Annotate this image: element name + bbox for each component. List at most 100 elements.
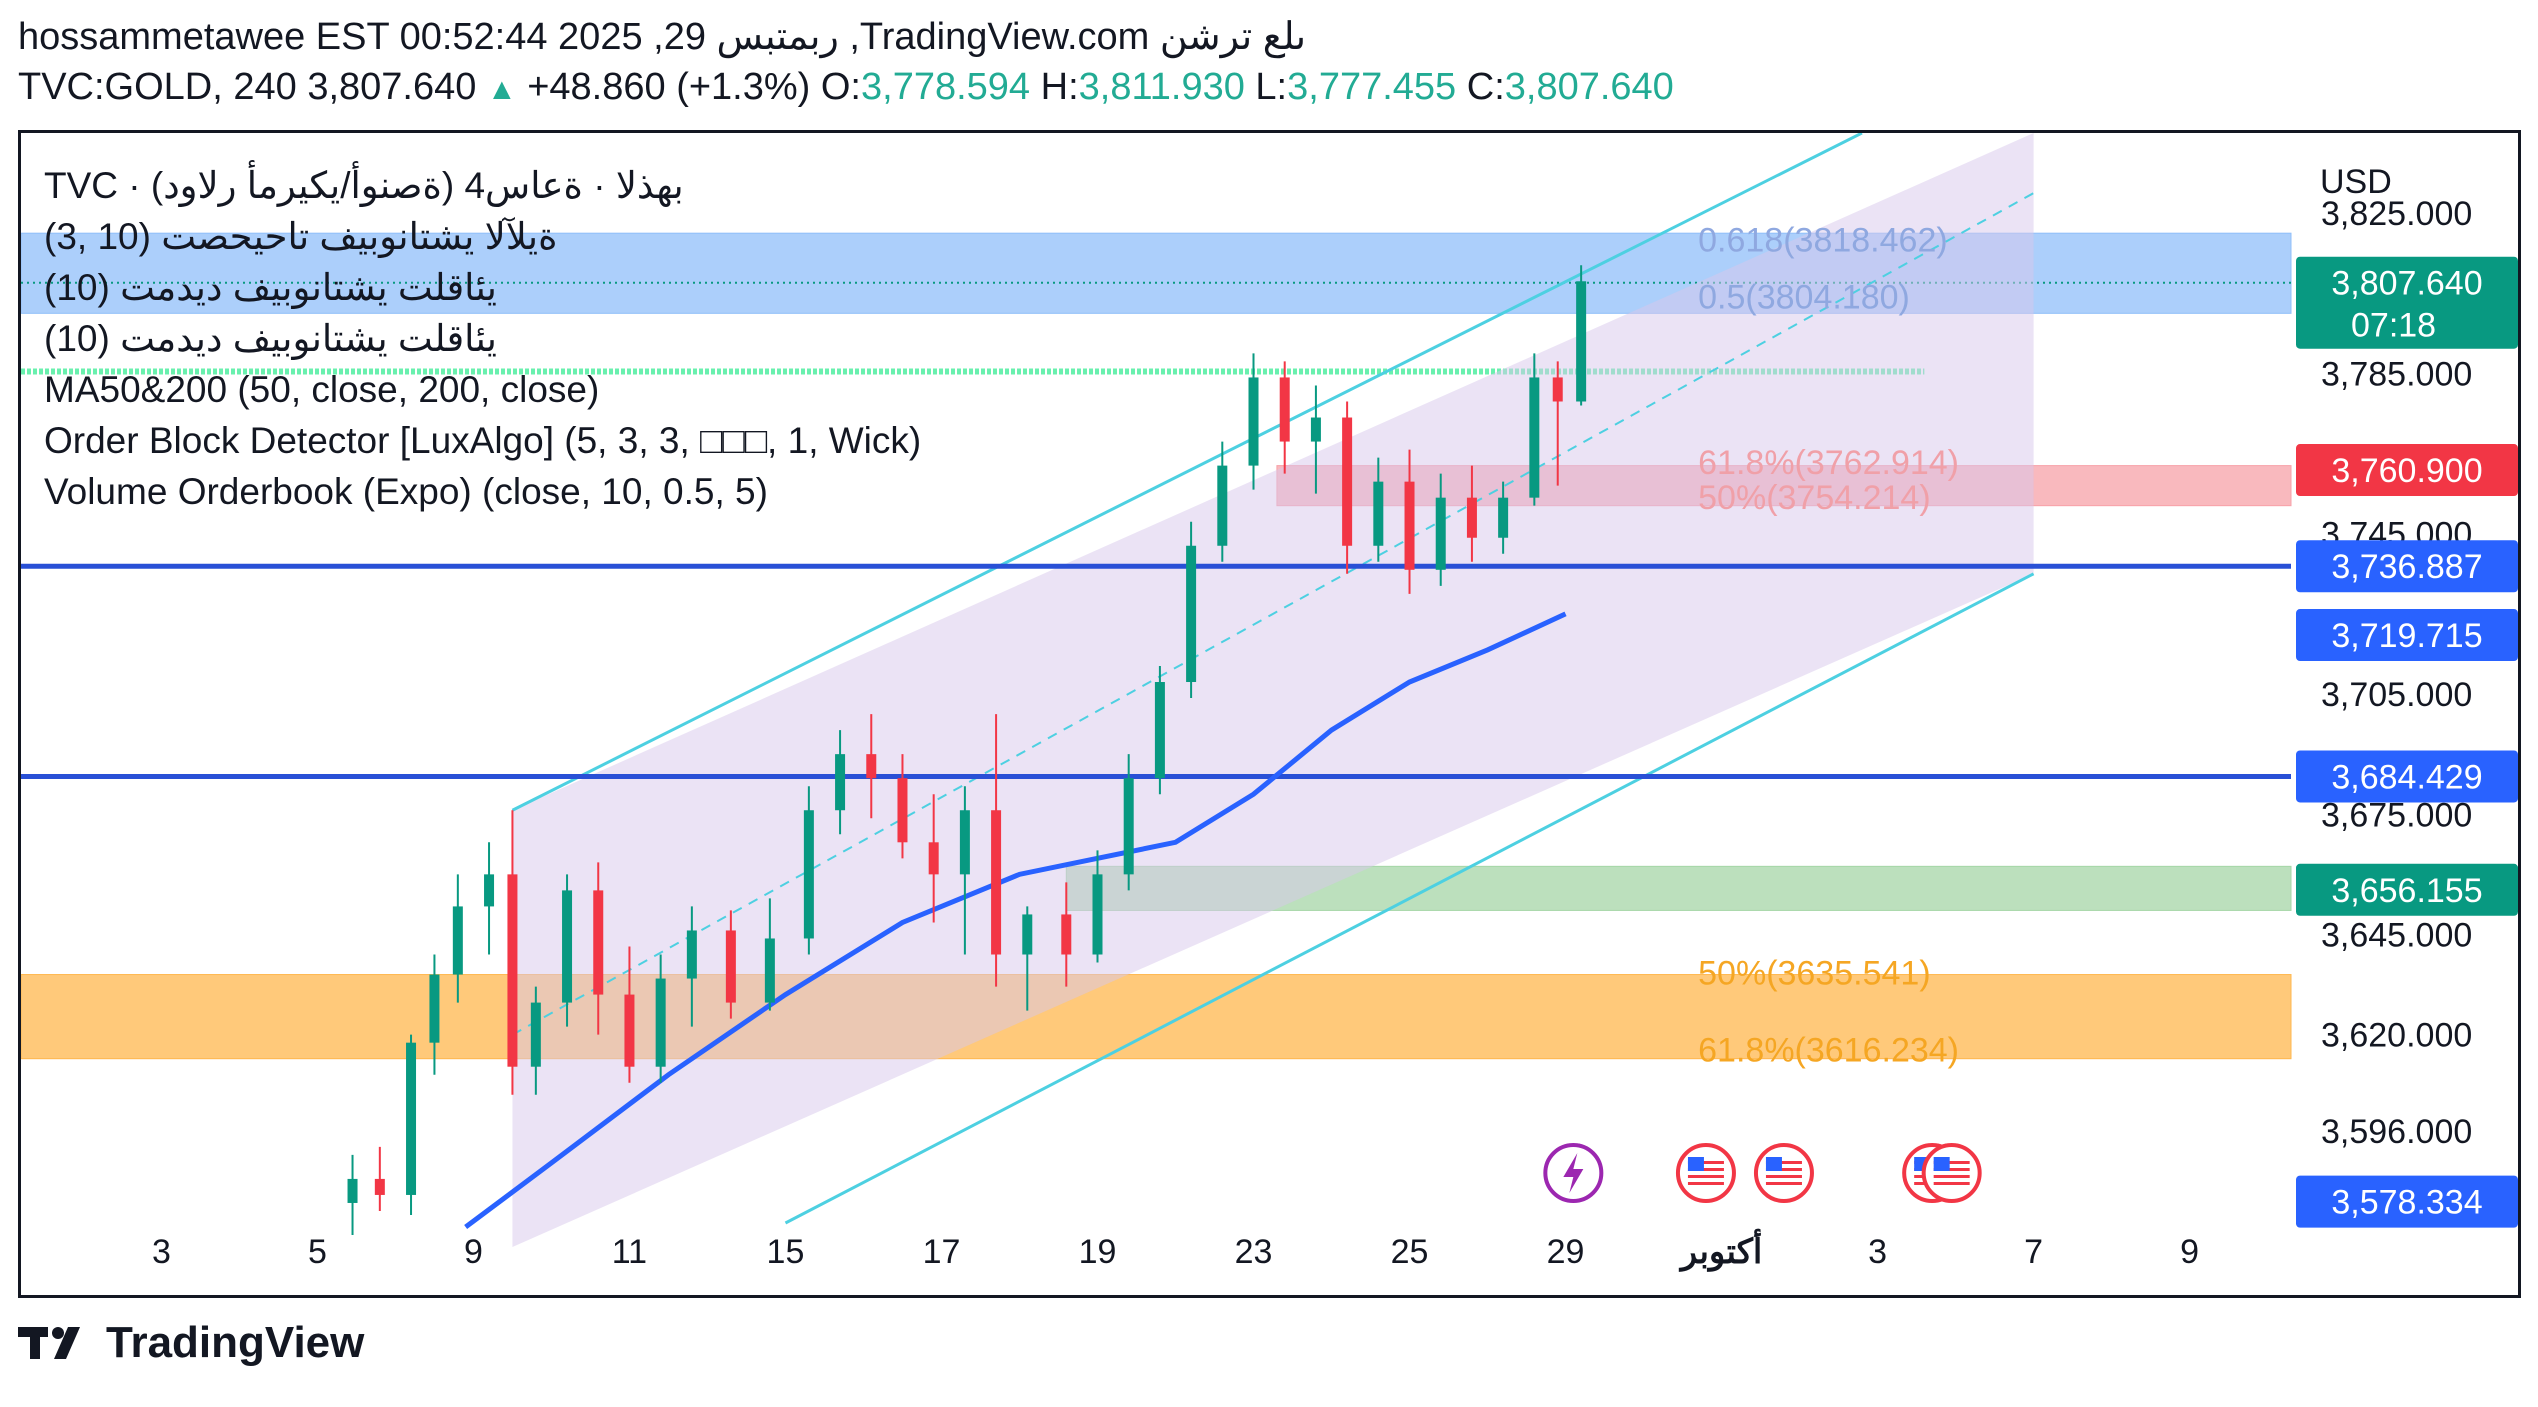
us-flag-event-icon [1921, 1143, 1982, 1203]
candle-body [866, 754, 877, 779]
low-value: 3,777.455 [1287, 66, 1457, 108]
x-tick-label: 7 [2024, 1233, 2043, 1271]
price-label-box [2296, 750, 2518, 803]
candle-body [897, 778, 908, 843]
candle-body [1248, 377, 1259, 466]
high-value: 3,811.930 [1078, 66, 1245, 108]
candle-body [593, 890, 604, 995]
x-tick-label: 19 [1079, 1233, 1117, 1271]
candle-body [507, 874, 518, 1067]
flag-stripe [1687, 1182, 1724, 1185]
price-label-box [2296, 256, 2518, 349]
candle-body [406, 1042, 417, 1195]
legend-row-symbol[interactable]: TVC · (ةصنوأ/يكيرمأ رلاود) بهذلا · ةعاس4 [44, 165, 684, 206]
candle-body [1529, 377, 1540, 498]
x-tick-label: 25 [1391, 1233, 1429, 1271]
flag-stripe [1933, 1175, 1970, 1178]
y-tick-label: 3,825.000 [2321, 195, 2472, 233]
legend-row-auto-fib-extension-2[interactable]: (10) يئاقلت يشتانوبيف ديدمت [44, 318, 497, 359]
symbol[interactable]: TVC:GOLD, 240 [18, 66, 297, 108]
legend-row-order-block[interactable]: Order Block Detector [LuxAlgo] (5, 3, 3,… [44, 420, 922, 461]
fib-label: 0.618(3818.462) [1698, 221, 1948, 259]
close-value: 3,807.640 [1504, 66, 1674, 108]
y-tick-label: 3,785.000 [2321, 355, 2472, 393]
change: +48.860 (+1.3%) [527, 66, 811, 108]
x-tick-label: أكتوبر [1679, 1229, 1763, 1272]
price-label-box [2296, 1175, 2518, 1228]
flag-canton [1687, 1157, 1704, 1171]
tradingview-logo: TradingView [18, 1318, 364, 1368]
x-tick-label: 15 [767, 1233, 805, 1271]
symbol-ohlc: TVC:GOLD, 240 3,807.640 ▲ +48.860 (+1.3%… [18, 66, 1674, 109]
candle-body [374, 1178, 385, 1195]
price-label-text: 3,760.900 [2331, 452, 2482, 490]
candle-body [1217, 465, 1228, 546]
x-tick-label: 5 [308, 1233, 327, 1271]
candle-body [452, 906, 463, 975]
candle-body [1498, 497, 1509, 538]
us-flag-event-icon [1753, 1143, 1814, 1203]
candle-body [1552, 377, 1563, 402]
flag-canton [1933, 1157, 1950, 1171]
price-chart[interactable]: 0.618(3818.462) 0.5(3804.180) 61.8%(3762.9… [21, 133, 2518, 1295]
candle-body [347, 1178, 358, 1203]
candle-body [1279, 377, 1290, 442]
brand-name: TradingView [106, 1318, 365, 1367]
fib-label: 50%(3754.214) [1698, 479, 1931, 517]
candle-body [803, 810, 814, 939]
candle-body [1342, 417, 1353, 546]
candle-body [1310, 417, 1321, 442]
candle-body [1373, 481, 1384, 546]
flag-stripe [1933, 1168, 1970, 1171]
candle-body [1186, 545, 1197, 683]
candle-body [1576, 281, 1587, 402]
price-label-text: 3,807.640 [2331, 265, 2482, 303]
legend-row-ma[interactable]: MA50&200 (50, close, 200, close) [44, 369, 600, 410]
candle-body [1466, 497, 1477, 538]
fib-label: 61.8%(3762.914) [1698, 444, 1959, 482]
currency-label[interactable]: USD [2320, 163, 2392, 201]
legend-row-auto-fib-extension-1[interactable]: (10) يئاقلت يشتانوبيف ديدمت [44, 267, 497, 308]
channel-lower-line [784, 572, 2035, 1225]
candle-body [655, 978, 666, 1067]
candle-body [1022, 914, 1033, 955]
indicator-legend: TVC · (ةصنوأ/يكيرمأ رلاود) بهذلا · ةعاس4… [44, 160, 921, 517]
flag-stripe [1765, 1168, 1802, 1171]
x-tick-label: 17 [923, 1233, 961, 1271]
candle-body [835, 754, 846, 811]
tradingview-logo-icon [18, 1327, 80, 1359]
candle-body [562, 890, 573, 1003]
flag-stripe [1933, 1182, 1970, 1185]
y-tick-label: 3,705.000 [2321, 676, 2472, 714]
x-tick-label: 23 [1235, 1233, 1273, 1271]
fib-label: 61.8%(3616.234) [1698, 1032, 1959, 1070]
fib-label: 0.5(3804.180) [1698, 279, 1910, 317]
candle-body [725, 930, 736, 1003]
low-label: L: [1255, 66, 1288, 108]
candle-body [530, 1002, 541, 1067]
price-label-text: 3,578.334 [2331, 1184, 2482, 1222]
candle-body [484, 874, 495, 907]
legend-row-volume-orderbook[interactable]: Volume Orderbook (Expo) (close, 10, 0.5,… [44, 471, 768, 512]
regression-channel [512, 133, 2034, 1248]
chart-frame [18, 130, 2521, 1298]
x-tick-label: 3 [152, 1233, 171, 1271]
price-label-box [2296, 609, 2518, 662]
y-tick-label: 3,645.000 [2321, 916, 2472, 954]
legend-row-auto-fib-retracement[interactable]: (3, 10) ةيلآلا يشتانوبيف تاحيحصت [44, 216, 558, 257]
us-flag-event-icon [1675, 1143, 1736, 1203]
x-tick-label: 11 [612, 1233, 647, 1271]
flag-stripe [1687, 1175, 1724, 1178]
lightning-bolt-icon [1563, 1153, 1584, 1193]
flag-stripe [1933, 1161, 1970, 1164]
candle-body [686, 930, 697, 979]
flag-stripe [1687, 1168, 1724, 1171]
flag-stripe [1765, 1175, 1802, 1178]
flag-stripe [1765, 1161, 1802, 1164]
flag-canton [1765, 1157, 1782, 1171]
close-label: C: [1466, 66, 1505, 108]
open-value: 3,778.594 [861, 66, 1031, 108]
candle-body [764, 938, 775, 1003]
price-label-countdown: 07:18 [2351, 307, 2436, 345]
high-label: H: [1040, 66, 1079, 108]
